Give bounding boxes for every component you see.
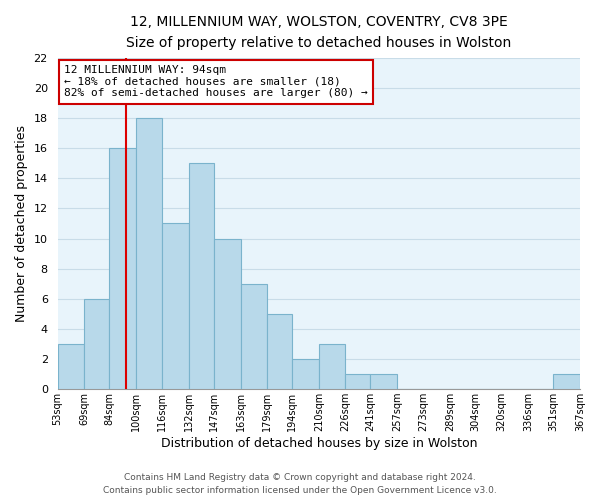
Bar	[292, 359, 319, 389]
Bar	[109, 148, 136, 389]
Bar	[319, 344, 346, 389]
Bar	[370, 374, 397, 389]
Bar	[241, 284, 267, 389]
Text: Contains HM Land Registry data © Crown copyright and database right 2024.
Contai: Contains HM Land Registry data © Crown c…	[103, 474, 497, 495]
Text: 12 MILLENNIUM WAY: 94sqm
← 18% of detached houses are smaller (18)
82% of semi-d: 12 MILLENNIUM WAY: 94sqm ← 18% of detach…	[64, 65, 368, 98]
Bar	[163, 224, 189, 389]
Bar	[84, 299, 109, 389]
Bar	[189, 163, 214, 389]
Title: 12, MILLENNIUM WAY, WOLSTON, COVENTRY, CV8 3PE
Size of property relative to deta: 12, MILLENNIUM WAY, WOLSTON, COVENTRY, C…	[126, 15, 511, 50]
Y-axis label: Number of detached properties: Number of detached properties	[15, 125, 28, 322]
Bar	[267, 314, 292, 389]
Bar	[214, 238, 241, 389]
Bar	[346, 374, 370, 389]
Bar	[58, 344, 84, 389]
Bar	[136, 118, 163, 389]
X-axis label: Distribution of detached houses by size in Wolston: Distribution of detached houses by size …	[161, 437, 477, 450]
Bar	[553, 374, 580, 389]
